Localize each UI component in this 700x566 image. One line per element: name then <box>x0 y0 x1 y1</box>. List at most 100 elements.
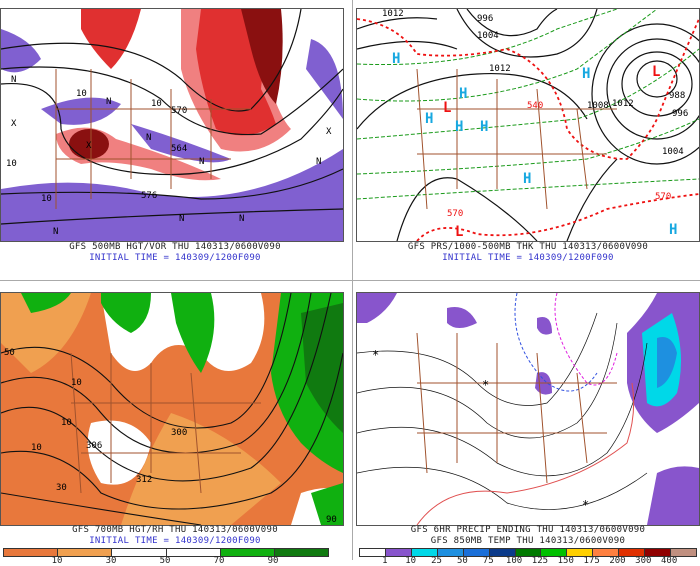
precip-colorbar <box>359 548 697 557</box>
colorbar-swatch <box>166 549 221 556</box>
contour-label: 306 <box>86 441 103 451</box>
panel-caption: GFS 6HR PRECIP ENDING THU 140313/0600V09… <box>410 525 646 535</box>
vorticity-area <box>81 9 141 69</box>
negative-vorticity-area <box>1 149 343 241</box>
contour-label: 564 <box>171 144 188 154</box>
low-pressure-marker: L <box>455 224 464 240</box>
colorbar-swatch <box>220 549 275 556</box>
colorbar-tick-label: 100 <box>505 556 523 566</box>
snow-marker: * <box>482 378 490 392</box>
initial-time: INITIAL TIME = 140309/1200F090 <box>89 253 261 263</box>
colorbar-swatch <box>463 549 490 556</box>
colorbar-swatch <box>58 549 113 556</box>
high-pressure-marker: H <box>669 222 678 238</box>
colorbar-swatch <box>593 549 620 556</box>
isobar-label: 1012 <box>489 64 511 74</box>
contour-label: 10 <box>41 194 52 204</box>
high-pressure-marker: H <box>425 111 434 127</box>
panel-prs-thk: 1012 996 1004 1012 540 1008 1012 988 996… <box>356 0 700 275</box>
contour-label: 570 <box>171 106 188 116</box>
panel-caption: GFS 700MB HGT/RH THU 140313/0600V090 <box>72 525 278 535</box>
contour-label: 10 <box>71 378 82 388</box>
negative-vorticity-area <box>1 29 41 73</box>
temperature-contours <box>357 312 648 510</box>
colorbar-swatch <box>4 549 59 556</box>
colorbar-tick-label: 125 <box>531 556 549 566</box>
pressure-map <box>357 9 699 241</box>
isobar-label: 1012 <box>612 99 634 109</box>
isobar-label: 1008 <box>587 101 609 111</box>
negative-marker: N <box>106 97 112 107</box>
precip-map <box>357 293 699 525</box>
thickness-label: 540 <box>527 101 544 111</box>
high-pressure-marker: H <box>582 66 591 82</box>
isobar-label: 996 <box>477 14 494 24</box>
high-pressure-marker: H <box>523 171 532 187</box>
dry-white-area <box>87 293 343 525</box>
low-pressure-marker: L <box>443 100 452 116</box>
contour-label: 30 <box>56 483 67 493</box>
map-500mb: 10 10 10 10 576 564 570 N N N N N N N N … <box>0 8 344 242</box>
moist-green-area <box>101 293 215 373</box>
negative-marker: N <box>179 214 185 224</box>
state-borders <box>70 352 261 494</box>
high-pressure-marker: H <box>480 119 489 135</box>
state-borders <box>55 69 251 209</box>
map-pressure: 1012 996 1004 1012 540 1008 1012 988 996… <box>356 8 700 242</box>
colorbar-swatch <box>541 549 568 556</box>
colorbar-tick-label: 50 <box>159 556 171 566</box>
horizontal-divider <box>0 280 700 281</box>
humidity-map <box>1 293 343 525</box>
colorbar-swatch <box>360 549 386 556</box>
vorticity-map <box>1 9 343 241</box>
isobars <box>357 9 699 241</box>
panel-caption-secondary: GFS 850MB TEMP THU 140313/0600V090 <box>430 536 626 546</box>
colorbar-tick-label: 175 <box>583 556 600 566</box>
thickness-label: 570 <box>447 209 464 219</box>
vorticity-max <box>69 129 109 159</box>
isobar-label: 1004 <box>662 147 684 157</box>
low-pressure-marker: L <box>652 64 661 80</box>
vorticity-area <box>241 9 283 104</box>
contour-label: 10 <box>31 443 42 453</box>
colorbar-tick-label: 150 <box>557 556 574 566</box>
negative-marker: N <box>199 157 205 167</box>
negative-marker: N <box>239 214 245 224</box>
state-borders <box>416 332 617 484</box>
colorbar-tick-label: 200 <box>609 556 626 566</box>
contour-label: 312 <box>136 475 153 485</box>
rh-30-50-area <box>1 293 281 525</box>
map-700mb: 50 10 10 30 10 312 306 300 90 <box>0 292 344 526</box>
negative-marker: N <box>11 75 17 85</box>
initial-time: INITIAL TIME = 140309/1200F090 <box>89 536 261 546</box>
contour-label: 300 <box>171 428 188 438</box>
colorbar-tick-label: 400 <box>661 556 678 566</box>
height-contours <box>1 9 343 225</box>
positive-marker: X <box>86 141 92 151</box>
panel-700mb-hgt-rh: 50 10 10 30 10 312 306 300 90 GFS 700MB … <box>0 284 350 566</box>
isobar-label: 1004 <box>477 31 499 41</box>
map-precip: * * * <box>356 292 700 526</box>
colorbar-tick-label: 50 <box>456 556 468 566</box>
panel-caption: GFS 500MB HGT/VOR THU 140313/0600V090 <box>69 242 281 252</box>
colorbar-swatch <box>619 549 646 556</box>
isobar-label: 988 <box>669 91 686 101</box>
high-pressure-marker: H <box>459 86 468 102</box>
colorbar-swatch <box>489 549 516 556</box>
positive-marker: X <box>11 119 17 129</box>
moist-green-area <box>301 303 343 433</box>
contour-label: 576 <box>141 191 158 201</box>
colorbar-swatch <box>437 549 464 556</box>
rh-colorbar <box>3 548 329 557</box>
negative-marker: N <box>53 227 59 237</box>
colorbar-tick-label: 30 <box>105 556 117 566</box>
freezing-line <box>514 293 598 392</box>
contour-label: 50 <box>4 348 15 358</box>
precip-area <box>357 293 552 395</box>
high-pressure-marker: H <box>455 119 464 135</box>
colorbar-tick-label: 90 <box>267 556 279 566</box>
snow-marker: * <box>372 348 380 362</box>
thickness-contours <box>357 9 699 200</box>
colorbar-swatch <box>411 549 438 556</box>
state-borders <box>416 68 617 210</box>
